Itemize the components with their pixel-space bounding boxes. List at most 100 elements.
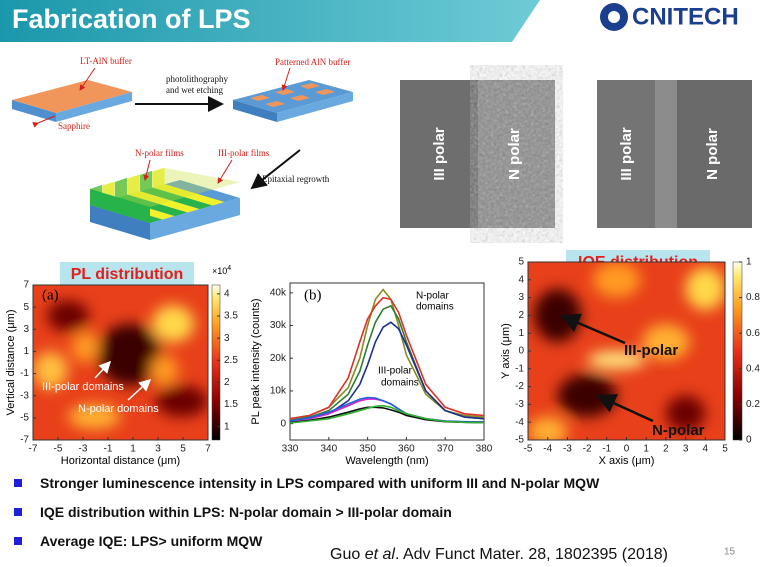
tick-label: 0.4 bbox=[746, 363, 760, 374]
citation-source: . Adv Funct Mater. 28, 1802395 (2018) bbox=[395, 546, 668, 563]
sem-label: III polar bbox=[618, 127, 635, 181]
film-stripe bbox=[140, 187, 212, 209]
tick-label: 0 bbox=[280, 418, 286, 429]
heat-blob bbox=[593, 262, 641, 298]
diagram-label: N-polar films bbox=[135, 148, 184, 158]
tick-label: 340 bbox=[320, 444, 337, 455]
tick-label: -4 bbox=[543, 444, 552, 455]
film-stripe-side bbox=[115, 178, 127, 198]
tick-label: -5 bbox=[515, 435, 524, 446]
tick-label: 330 bbox=[282, 444, 299, 455]
tick-label: 3 bbox=[224, 333, 230, 344]
citation-author: Guo bbox=[330, 546, 365, 563]
tick-label: 360 bbox=[398, 444, 415, 455]
tick-label: 5 bbox=[180, 444, 186, 455]
tick-label: 350 bbox=[359, 444, 376, 455]
block-side bbox=[56, 92, 132, 122]
tick-label: -5 bbox=[20, 412, 29, 423]
map-title: PL distribution bbox=[71, 266, 184, 283]
heat-blob bbox=[685, 267, 725, 311]
annotation-arrow bbox=[559, 313, 626, 345]
annotation: N-polar bbox=[416, 291, 449, 302]
tick-label: -1 bbox=[20, 368, 29, 379]
film-stripes bbox=[90, 167, 240, 223]
logo-text: CNITECH bbox=[632, 3, 739, 30]
tick-label: 10k bbox=[270, 386, 287, 397]
tick-label: 4 bbox=[224, 288, 230, 299]
tick-label: -1 bbox=[515, 363, 524, 374]
tick-label: 3 bbox=[518, 292, 524, 303]
tick-label: -3 bbox=[79, 444, 88, 455]
page-number: 15 bbox=[724, 547, 736, 558]
tick-label: 0.6 bbox=[746, 328, 760, 339]
tick-label: 1 bbox=[643, 444, 649, 455]
heat-blob bbox=[33, 351, 68, 389]
annotation: N-polar domains bbox=[78, 403, 159, 415]
y-axis-label: Vertical distance (μm) bbox=[5, 310, 17, 416]
tick-label: -4 bbox=[515, 417, 524, 428]
tick-label: 2 bbox=[518, 310, 524, 321]
bullet: IQE distribution within LPS: N-polar dom… bbox=[14, 504, 452, 520]
tick-label: 0 bbox=[518, 346, 524, 357]
tick-label: -3 bbox=[515, 399, 524, 410]
bullet: Stronger luminescence intensity in LPS c… bbox=[14, 475, 599, 491]
sem-label: N polar bbox=[506, 128, 523, 180]
film-front bbox=[90, 189, 150, 223]
citation-etal: et al bbox=[365, 546, 396, 563]
tick-label: 2 bbox=[663, 444, 669, 455]
annotation-arrow bbox=[595, 394, 654, 423]
tick-label: 4 bbox=[703, 444, 709, 455]
heatmap: Horizontal distance (μm) Vertical distanc… bbox=[5, 284, 221, 467]
sem-image: III polar N polar bbox=[597, 80, 752, 228]
tick-label: -5 bbox=[54, 444, 63, 455]
arrow bbox=[250, 149, 301, 190]
block-side bbox=[150, 198, 240, 240]
label-arrow bbox=[217, 159, 233, 184]
block-top bbox=[233, 80, 353, 113]
heat-blob bbox=[155, 385, 208, 417]
sem-image: III polar N polar bbox=[400, 80, 555, 228]
tick-label: 0 bbox=[624, 444, 630, 455]
film-stripe-side bbox=[152, 167, 165, 188]
tick-label: 1 bbox=[130, 444, 136, 455]
heat-blob bbox=[665, 395, 706, 432]
spectrum-line bbox=[289, 296, 485, 420]
heatmap-image bbox=[33, 285, 208, 440]
tick-label: 2 bbox=[224, 377, 230, 388]
tick-label: 40k bbox=[270, 287, 287, 298]
heat-blob bbox=[71, 331, 100, 363]
tick-label: -5 bbox=[524, 444, 533, 455]
line-chart: (b) Wavelength (nm) PL peak intensity (cou… bbox=[250, 282, 485, 467]
diagram-label: and wet etching bbox=[166, 85, 223, 95]
heat-blob bbox=[150, 354, 179, 386]
colorbar bbox=[211, 284, 221, 441]
tick-label: 1.5 bbox=[224, 399, 238, 410]
tick-label: -1 bbox=[104, 444, 113, 455]
tick-label: 0.2 bbox=[746, 399, 760, 410]
film-stripe-side bbox=[127, 174, 140, 195]
tick-label: 20k bbox=[270, 353, 287, 364]
film-stripe bbox=[115, 194, 187, 216]
block-side bbox=[90, 205, 150, 240]
tick-label: 3 bbox=[683, 444, 689, 455]
sem-label: III polar bbox=[431, 127, 448, 181]
heatmap: X axis (μm) Y axis (μm) bbox=[500, 261, 743, 467]
slide-title: Fabrication of LPS bbox=[12, 4, 251, 34]
y-axis-label: Y axis (μm) bbox=[500, 323, 512, 379]
y-axis-label: PL peak intensity (counts) bbox=[250, 298, 262, 424]
x-axis-label: Horizontal distance (μm) bbox=[61, 455, 180, 467]
heat-blob bbox=[68, 404, 121, 430]
spectrum-line bbox=[289, 404, 485, 424]
tick-label: -7 bbox=[20, 435, 29, 446]
bullet: Average IQE: LPS> uniform MQW bbox=[14, 533, 262, 549]
heat-blob bbox=[557, 374, 617, 417]
heat-blob bbox=[47, 300, 89, 332]
title-banner bbox=[0, 0, 540, 42]
block-side bbox=[277, 92, 353, 122]
tick-label: 370 bbox=[437, 444, 454, 455]
tick-label: 1 bbox=[224, 421, 230, 432]
colorbar bbox=[732, 261, 743, 441]
annotation: III-polar bbox=[624, 342, 678, 359]
diagram-label: III-polar films bbox=[218, 148, 270, 158]
